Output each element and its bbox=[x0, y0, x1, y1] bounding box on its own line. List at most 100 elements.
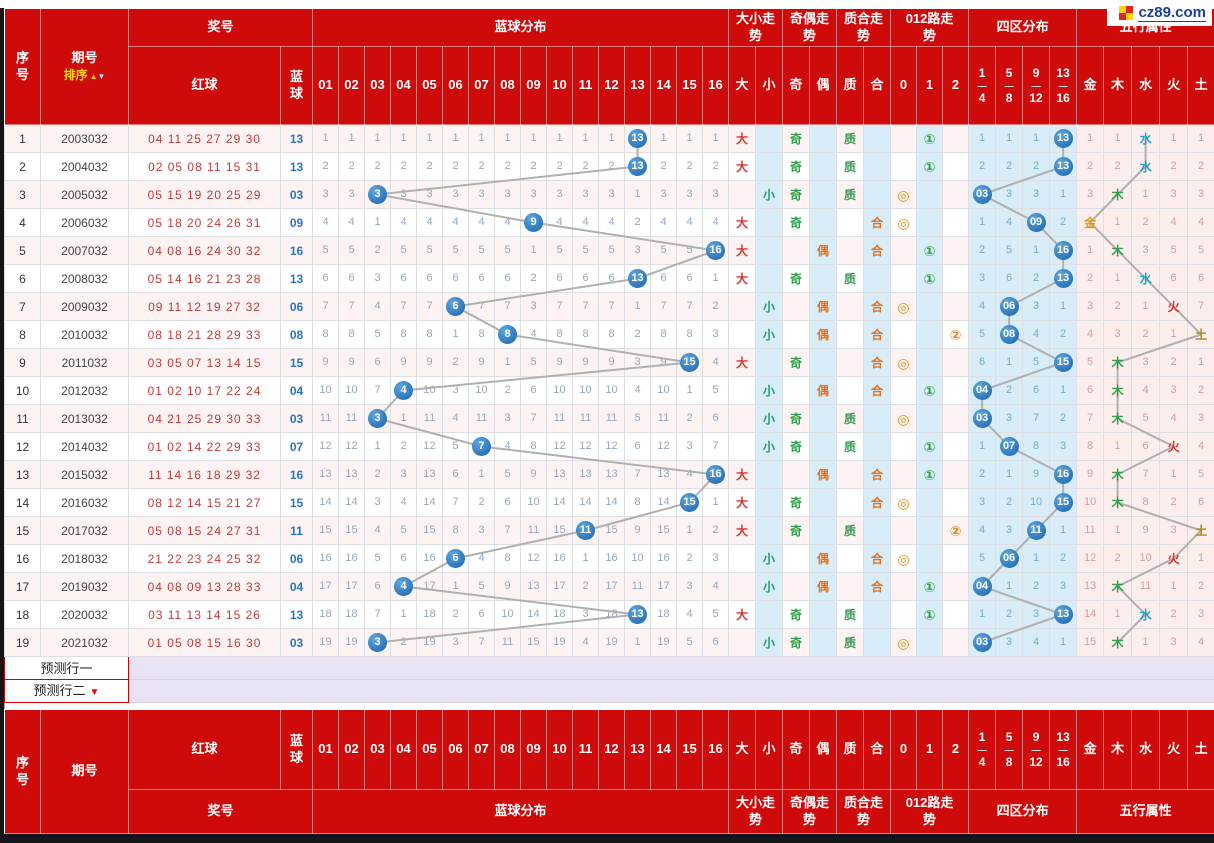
dist-cell: 3 bbox=[365, 181, 391, 209]
site-logo[interactable]: cz89.com bbox=[1107, 0, 1212, 26]
road-mark: ◎ bbox=[897, 355, 909, 371]
prediction-area bbox=[129, 680, 1214, 703]
zone-cell: 3 bbox=[996, 181, 1023, 209]
size-small-cell bbox=[756, 209, 783, 237]
zone-cell: 3 bbox=[996, 405, 1023, 433]
col-header-odd: 奇 bbox=[783, 47, 810, 125]
dist-cell: 11 bbox=[313, 405, 339, 433]
dist-cell: 4 bbox=[651, 209, 677, 237]
road-mark: ② bbox=[950, 523, 962, 539]
dist-cell: 19 bbox=[599, 629, 625, 657]
sort-label[interactable]: 排序 bbox=[64, 68, 88, 82]
element-cell: 木 bbox=[1104, 405, 1132, 433]
bottom-col-header-road-2: 2 bbox=[943, 710, 969, 790]
zone-cell: 03 bbox=[969, 629, 996, 657]
prediction-label[interactable]: 预测行二▼ bbox=[5, 680, 129, 703]
red-balls-cell: 05 18 20 24 26 31 bbox=[129, 209, 281, 237]
dist-cell: 8 bbox=[495, 321, 521, 349]
dist-cell: 2 bbox=[365, 461, 391, 489]
dist-cell: 11 bbox=[495, 629, 521, 657]
element-cell: 1 bbox=[1077, 237, 1104, 265]
parity-even-cell bbox=[810, 489, 837, 517]
bottom-col-header-big: 大 bbox=[729, 710, 756, 790]
dist-cell: 3 bbox=[521, 293, 547, 321]
zone-cell: 15 bbox=[1050, 489, 1077, 517]
zone-hit-ball: 03 bbox=[973, 185, 992, 204]
composite-cell: 合 bbox=[864, 545, 891, 573]
dist-cell: 5 bbox=[703, 377, 729, 405]
element-cell: 2 bbox=[1132, 321, 1160, 349]
dist-cell: 4 bbox=[469, 545, 495, 573]
bottom-col-header-road-1: 1 bbox=[917, 710, 943, 790]
dist-cell: 4 bbox=[677, 601, 703, 629]
element-cell: 10 bbox=[1077, 489, 1104, 517]
col-header-road-0: 0 bbox=[891, 47, 917, 125]
dist-cell: 3 bbox=[365, 265, 391, 293]
dist-cell: 5 bbox=[703, 601, 729, 629]
zone-cell: 3 bbox=[969, 265, 996, 293]
prediction-label[interactable]: 预测行一 bbox=[5, 657, 129, 680]
prediction-area bbox=[129, 657, 1214, 680]
road-0-cell bbox=[891, 265, 917, 293]
sort-desc-icon[interactable]: ▼ bbox=[98, 72, 106, 81]
parity-odd-cell: 奇 bbox=[783, 209, 810, 237]
prime-cell bbox=[837, 545, 864, 573]
sort-control[interactable]: 排序▲▼ bbox=[41, 68, 128, 83]
road-1-cell bbox=[917, 349, 943, 377]
bottom-col-header-element-火: 火 bbox=[1160, 710, 1188, 790]
dist-cell: 6 bbox=[521, 377, 547, 405]
road-2-cell bbox=[943, 573, 969, 601]
dist-cell: 8 bbox=[677, 321, 703, 349]
dist-cell: 2 bbox=[703, 517, 729, 545]
dist-cell: 2 bbox=[521, 153, 547, 181]
bottom-col-header-element-金: 金 bbox=[1077, 710, 1104, 790]
dist-cell: 3 bbox=[677, 433, 703, 461]
element-cell: 1 bbox=[1188, 545, 1214, 573]
dist-cell: 7 bbox=[417, 293, 443, 321]
red-balls-cell: 02 05 08 11 15 31 bbox=[129, 153, 281, 181]
sort-asc-icon[interactable]: ▲ bbox=[90, 72, 98, 81]
size-big-cell: 大 bbox=[729, 461, 756, 489]
dist-cell: 2 bbox=[443, 153, 469, 181]
dist-cell: 2 bbox=[703, 293, 729, 321]
dist-cell: 11 bbox=[469, 405, 495, 433]
road-mark: ① bbox=[924, 579, 936, 595]
col-header-ball-05: 05 bbox=[417, 47, 443, 125]
dist-cell: 16 bbox=[417, 545, 443, 573]
expand-arrow-icon[interactable]: ▼ bbox=[90, 687, 100, 698]
red-balls-cell: 04 08 09 13 28 33 bbox=[129, 573, 281, 601]
composite-cell bbox=[864, 265, 891, 293]
road-2-cell bbox=[943, 209, 969, 237]
bottom-col-header-ball-14: 14 bbox=[651, 710, 677, 790]
bottom-col-header-even: 偶 bbox=[810, 710, 837, 790]
size-big-cell: 大 bbox=[729, 517, 756, 545]
bottom-col-header-ball-13: 13 bbox=[625, 710, 651, 790]
red-balls-cell: 11 14 16 18 29 32 bbox=[129, 461, 281, 489]
parity-even-cell bbox=[810, 349, 837, 377]
dist-cell: 8 bbox=[417, 321, 443, 349]
zone-hit-ball: 16 bbox=[1054, 241, 1073, 260]
element-cell: 3 bbox=[1077, 181, 1104, 209]
prime-cell bbox=[837, 461, 864, 489]
dist-cell: 3 bbox=[703, 321, 729, 349]
bottom-col-header-ball-02: 02 bbox=[339, 710, 365, 790]
element-cell: 1 bbox=[1104, 209, 1132, 237]
dist-cell: 13 bbox=[573, 461, 599, 489]
element-cell: 水 bbox=[1132, 265, 1160, 293]
bottom-col-header-ball-06: 06 bbox=[443, 710, 469, 790]
dist-cell: 9 bbox=[339, 349, 365, 377]
parity-even-cell bbox=[810, 265, 837, 293]
parity-even-cell: 偶 bbox=[810, 321, 837, 349]
bottom-col-header-ball-07: 07 bbox=[469, 710, 495, 790]
road-1-cell: ① bbox=[917, 461, 943, 489]
col-header-period: 期号排序▲▼ bbox=[41, 9, 129, 125]
zone-cell: 3 bbox=[1050, 433, 1077, 461]
bottom-header-size-trend: 大小走势 bbox=[729, 790, 783, 834]
bottom-col-header-ball-10: 10 bbox=[547, 710, 573, 790]
dist-cell: 14 bbox=[521, 601, 547, 629]
prime-cell: 质 bbox=[837, 629, 864, 657]
size-small-cell bbox=[756, 517, 783, 545]
zone-hit-ball: 16 bbox=[1054, 465, 1073, 484]
